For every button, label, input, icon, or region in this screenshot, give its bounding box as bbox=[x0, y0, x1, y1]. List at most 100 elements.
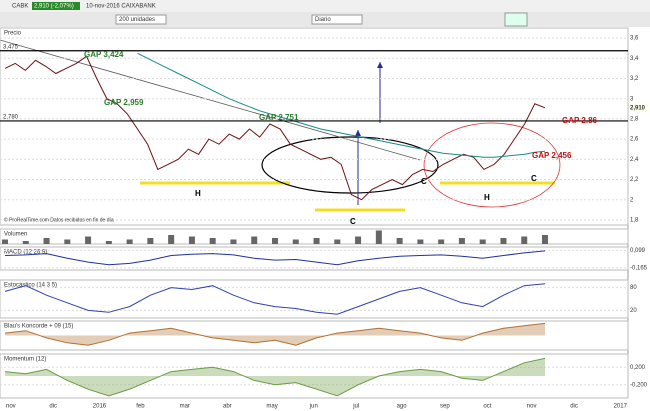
quote-box bbox=[32, 2, 80, 10]
volume-bar bbox=[542, 235, 548, 244]
x-tick-label: 2016 bbox=[93, 404, 107, 410]
arrow-head bbox=[377, 62, 383, 68]
volume-bar bbox=[458, 238, 465, 244]
annotation: C bbox=[350, 217, 356, 226]
y-tick-label: 0,099 bbox=[630, 248, 646, 254]
last-box bbox=[629, 103, 649, 112]
series-line bbox=[4, 322, 546, 346]
y-tick-label: 3,6 bbox=[630, 36, 639, 42]
y-tick-label: 80 bbox=[630, 285, 637, 291]
annotation: GAP 2.86 bbox=[562, 116, 598, 125]
x-tick-label: mar bbox=[180, 404, 190, 410]
x-tick-label: ago bbox=[397, 404, 408, 410]
y-tick-label: 2,8 bbox=[630, 117, 639, 123]
volume-bar bbox=[313, 238, 320, 244]
source: © ProRealTime.com Datos recibidos en fin… bbox=[4, 216, 114, 223]
annotation: GAP 3,424 bbox=[84, 50, 124, 59]
y-tick-label: 2,4 bbox=[630, 157, 639, 163]
x-tick-label: dic bbox=[570, 404, 578, 410]
volume-bar bbox=[272, 238, 278, 244]
units-select[interactable] bbox=[115, 14, 167, 25]
series-line bbox=[4, 55, 546, 201]
volume-bar bbox=[230, 239, 237, 244]
panel-title: Blau's Koncorde + 09 (15) bbox=[4, 324, 73, 330]
panel bbox=[0, 27, 629, 226]
annotation: GAP 2,456 bbox=[532, 151, 572, 160]
volume-bar bbox=[64, 239, 71, 244]
period: Diario bbox=[315, 17, 331, 23]
period-select[interactable] bbox=[311, 14, 363, 25]
quote: 2,910 (-2,07%) bbox=[34, 4, 74, 10]
units: 200 unidades bbox=[119, 17, 155, 23]
volume-bar bbox=[43, 238, 50, 244]
volume-bar bbox=[292, 239, 299, 244]
panel bbox=[0, 279, 629, 319]
y-tick-label: 2,2 bbox=[630, 177, 639, 183]
y-tick-label: 3 bbox=[630, 96, 634, 102]
panel bbox=[0, 353, 629, 399]
volume-bar bbox=[2, 239, 8, 244]
annotation: H bbox=[484, 193, 490, 202]
y-tick-label: -0,200 bbox=[630, 382, 648, 388]
volume-bar bbox=[85, 236, 92, 244]
x-tick-label: abr bbox=[223, 404, 232, 410]
last-label: 2,910 bbox=[630, 105, 646, 111]
x-tick-label: jul bbox=[352, 404, 359, 410]
y-tick-label: 2 bbox=[630, 197, 634, 203]
panel bbox=[0, 246, 629, 271]
series-line bbox=[4, 357, 546, 397]
annotation: GAP 2,959 bbox=[104, 98, 144, 107]
y-tick-label: -0,165 bbox=[630, 265, 648, 271]
level-label: 3,475 bbox=[3, 44, 19, 50]
x-tick-label: may bbox=[266, 404, 277, 410]
volume-bar bbox=[105, 241, 112, 244]
trend-line bbox=[0, 39, 421, 161]
volume-bar bbox=[147, 238, 154, 244]
annotation: H bbox=[195, 189, 201, 198]
volume-bar bbox=[126, 239, 133, 244]
x-tick-label: nov bbox=[6, 404, 16, 410]
panel-title: Momentum (12) bbox=[4, 357, 46, 363]
panel-title: MACD (12 26 9) bbox=[4, 250, 47, 256]
volume-bar bbox=[396, 238, 403, 244]
y-tick-label: 20 bbox=[630, 308, 637, 314]
volume-bar bbox=[417, 239, 424, 244]
level-label: 2,780 bbox=[3, 115, 19, 121]
x-tick-label: jun bbox=[309, 404, 318, 410]
y-tick-label: 1,8 bbox=[630, 218, 639, 224]
title-bar bbox=[0, 0, 650, 12]
chart-icon[interactable] bbox=[504, 12, 528, 27]
x-tick-label: dic bbox=[49, 404, 57, 410]
series-line bbox=[137, 52, 546, 158]
y-tick-label: 3,4 bbox=[630, 56, 639, 62]
y-tick-label: 0,200 bbox=[630, 365, 646, 371]
panel-title: Precio bbox=[4, 31, 22, 37]
annotation: GAP 2,751 bbox=[259, 113, 299, 122]
pattern-ellipse bbox=[423, 122, 561, 208]
x-tick-label: feb bbox=[136, 404, 145, 410]
volume-bar bbox=[375, 230, 382, 244]
x-tick-label: oct bbox=[483, 404, 491, 410]
volume-bar bbox=[251, 236, 258, 244]
volume-bar bbox=[334, 239, 341, 244]
x-tick-label: 2017 bbox=[614, 404, 628, 410]
pattern-ellipse bbox=[261, 136, 439, 194]
volume-bar bbox=[521, 236, 528, 244]
volume-bar bbox=[168, 235, 175, 244]
symbol: CABK bbox=[12, 4, 28, 10]
volume-bar bbox=[188, 236, 195, 244]
panel-title: Volumen bbox=[4, 232, 27, 238]
panel bbox=[0, 320, 629, 351]
volume-bar bbox=[209, 238, 216, 244]
volume-bar bbox=[438, 239, 445, 244]
series-line bbox=[4, 250, 546, 266]
volume-bar bbox=[355, 236, 362, 244]
x-tick-label: nov bbox=[527, 404, 537, 410]
y-tick-label: 3,2 bbox=[630, 76, 639, 82]
volume-bar bbox=[500, 238, 507, 244]
annotation: C bbox=[531, 174, 537, 183]
info: 10-nov-2016 CAIXABANK bbox=[86, 4, 156, 10]
panel-title: Estocástico (14 3 5) bbox=[4, 283, 57, 289]
